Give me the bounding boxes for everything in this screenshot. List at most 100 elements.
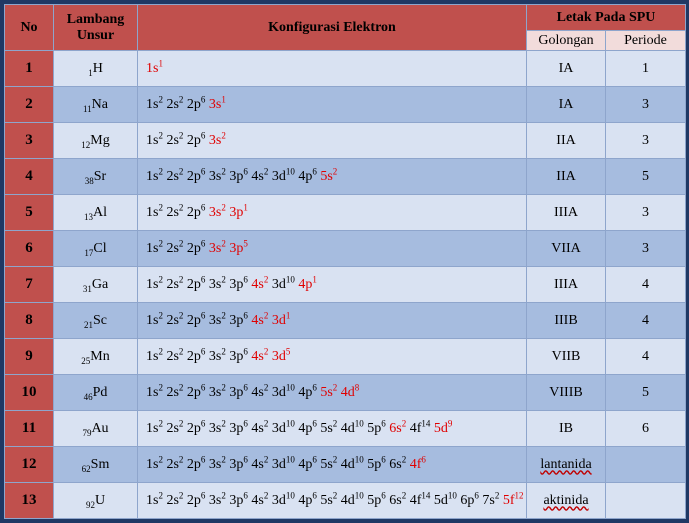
orbital-label: 2p <box>186 457 201 472</box>
orbital-electrons: 6 <box>200 490 206 501</box>
electron-configuration: 1s2 2s2 2p6 3s2 3p6 4s2 3d10 4p6 5s2 4d8 <box>137 374 527 411</box>
orbital-term: 3d10 <box>272 274 295 292</box>
orbital-term: 3s2 <box>209 491 226 508</box>
orbital-term: 1s2 <box>146 347 163 364</box>
orbital-term: 3d10 <box>271 382 295 400</box>
orbital-term: 1s2 <box>146 455 163 472</box>
orbital-label: 3s <box>208 385 222 400</box>
orbital-label: 4s <box>251 493 264 508</box>
element-symbol: 92U <box>53 482 138 519</box>
orbital-electrons: 6 <box>243 490 248 501</box>
table-row: 7 31Ga 1s2 2s2 2p6 3s2 3p6 4s2 3d10 4p1 II… <box>4 266 687 303</box>
orbital-label: 1s <box>146 61 159 76</box>
orbital-term: 2s2 <box>166 275 183 292</box>
orbital-label: 3s <box>208 349 222 364</box>
orbital-label: 6s <box>389 421 402 436</box>
orbital-term: 2p6 <box>186 347 206 364</box>
header-golongan: Golongan <box>526 30 606 51</box>
orbital-label: 2s <box>166 313 179 328</box>
orbital-label: 3s <box>208 277 222 292</box>
orbital-electrons: 2 <box>332 418 338 429</box>
orbital-electrons: 2 <box>178 382 184 393</box>
orbital-label: 5s <box>320 457 333 472</box>
orbital-electrons: 2 <box>332 382 338 393</box>
table-row: 11 79Au 1s2 2s2 2p6 3s2 3p6 4s2 3d10 4p6 5… <box>4 410 687 447</box>
header-lambang-unsur: Lambang Unsur <box>53 4 138 51</box>
orbital-electrons: 2 <box>401 454 407 465</box>
element-symbol: 46Pd <box>53 374 138 411</box>
golongan-value: IIA <box>526 122 606 159</box>
table-row: 9 25Mn 1s2 2s2 2p6 3s2 3p6 4s2 3d5 VIIB 4 <box>4 338 687 375</box>
orbital-electrons: 10 <box>285 382 295 393</box>
orbital-electrons: 6 <box>474 490 479 501</box>
orbital-electrons: 6 <box>243 166 248 177</box>
orbital-term: 3s1 <box>209 94 226 112</box>
orbital-term: 2p6 <box>187 167 206 184</box>
orbital-term: 6p6 <box>460 490 479 508</box>
orbital-term: 2s2 <box>166 167 183 184</box>
orbital-electrons: 2 <box>221 382 226 393</box>
orbital-electrons: 6 <box>200 310 206 321</box>
golongan-value: IA <box>526 86 606 123</box>
orbital-label: 3d <box>271 169 286 184</box>
element-symbol-text: Mn <box>90 348 110 364</box>
orbital-term: 5p6 <box>367 455 386 472</box>
row-number: 2 <box>4 86 54 123</box>
electron-configuration: 1s2 2s2 2p6 3s2 3p6 4s2 3d10 4p6 5s2 <box>137 158 527 195</box>
golongan-value: IIIA <box>526 194 606 231</box>
orbital-electrons: 14 <box>421 490 431 501</box>
orbital-label: 5p <box>367 493 382 508</box>
orbital-label: 3p <box>229 385 244 400</box>
orbital-electrons: 1 <box>285 310 291 321</box>
periode-value: 4 <box>604 338 687 375</box>
orbital-electrons: 5 <box>285 346 291 357</box>
element-symbol-text: Na <box>91 96 108 112</box>
atomic-number: 11 <box>83 103 92 114</box>
orbital-label: 4s <box>251 457 264 472</box>
orbital-term: 4d10 <box>341 455 364 472</box>
orbital-electrons: 2 <box>178 310 184 321</box>
orbital-label: 2p <box>186 349 201 364</box>
orbital-label: 2s <box>166 97 179 112</box>
atomic-number: 12 <box>81 139 91 150</box>
orbital-term: 4d10 <box>341 491 364 508</box>
element-symbol-text: Sm <box>90 456 110 472</box>
orbital-label: 3d <box>271 385 286 400</box>
golongan-text: IIIA <box>553 276 579 292</box>
orbital-electrons: 10 <box>285 274 295 285</box>
orbital-electrons: 6 <box>312 490 317 501</box>
orbital-electrons: 2 <box>178 418 184 429</box>
orbital-label: 6s <box>389 493 402 508</box>
orbital-term: 3p6 <box>229 490 248 508</box>
orbital-label: 4f <box>409 421 422 436</box>
table-row: 3 12Mg 1s2 2s2 2p6 3s2 IIA 3 <box>4 122 687 159</box>
orbital-term: 5p6 <box>367 491 386 508</box>
orbital-label: 3d <box>271 493 286 508</box>
electron-configuration: 1s2 2s2 2p6 3s2 3p6 4s2 3d10 4p6 5s2 4d1… <box>137 482 527 519</box>
orbital-electrons: 6 <box>243 346 248 357</box>
table-row: 1 1H 1s1 IA 1 <box>4 50 687 87</box>
periode-value: 3 <box>604 230 687 267</box>
orbital-label: 3s <box>208 133 222 148</box>
orbital-term: 1s2 <box>146 95 163 112</box>
table-row: 12 62Sm 1s2 2s2 2p6 3s2 3p6 4s2 3d10 4p6 5… <box>4 446 687 483</box>
orbital-term: 3p6 <box>229 275 248 292</box>
orbital-electrons: 6 <box>243 454 248 465</box>
orbital-term: 1s2 <box>146 419 163 436</box>
orbital-term: 1s2 <box>146 491 163 508</box>
orbital-electrons: 1 <box>221 94 226 105</box>
electron-configuration: 1s2 2s2 2p6 3s2 3p6 4s2 3d5 <box>137 338 527 375</box>
orbital-term: 4s2 <box>251 383 268 400</box>
electron-configuration-table: No Lambang Unsur Konfigurasi Elektron Le… <box>4 4 687 519</box>
orbital-electrons: 6 <box>200 94 206 105</box>
golongan-value: IIIA <box>526 266 606 303</box>
orbital-term: 2s2 <box>166 310 184 328</box>
orbital-label: 1s <box>146 493 159 508</box>
orbital-term: 1s2 <box>146 383 163 400</box>
golongan-text: IA <box>558 96 574 112</box>
element-symbol-text: Sr <box>93 168 107 184</box>
table-row: 4 38Sr 1s2 2s2 2p6 3s2 3p6 4s2 3d10 4p6 5s… <box>4 158 687 195</box>
orbital-electrons: 12 <box>514 490 524 501</box>
orbital-label: 5p <box>367 457 382 472</box>
orbital-electrons: 2 <box>158 130 163 141</box>
